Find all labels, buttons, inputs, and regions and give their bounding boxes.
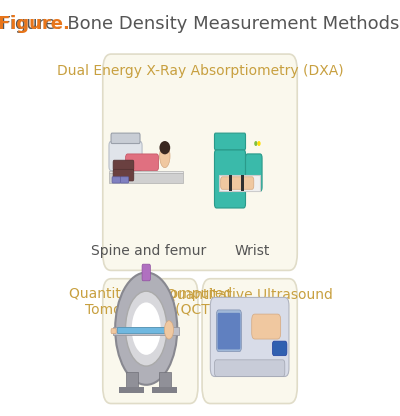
Bar [219, 175, 260, 191]
FancyBboxPatch shape [120, 177, 129, 183]
FancyBboxPatch shape [113, 160, 134, 171]
FancyBboxPatch shape [214, 150, 246, 208]
FancyBboxPatch shape [126, 154, 159, 171]
Bar [152, 387, 177, 393]
FancyBboxPatch shape [216, 310, 241, 352]
Bar [119, 387, 144, 393]
FancyBboxPatch shape [218, 313, 240, 349]
Ellipse shape [160, 144, 170, 168]
FancyBboxPatch shape [246, 154, 262, 191]
Ellipse shape [257, 141, 261, 146]
Bar [159, 372, 171, 389]
FancyBboxPatch shape [214, 133, 246, 150]
Bar [229, 175, 232, 191]
Ellipse shape [115, 272, 177, 385]
FancyBboxPatch shape [202, 279, 297, 404]
Bar [241, 175, 244, 191]
FancyBboxPatch shape [103, 279, 198, 404]
Text: Dual Energy X-Ray Absorptiometry (DXA): Dual Energy X-Ray Absorptiometry (DXA) [57, 64, 343, 79]
FancyBboxPatch shape [103, 54, 297, 270]
FancyBboxPatch shape [252, 314, 281, 339]
Ellipse shape [126, 291, 167, 366]
Text: Quantitative Ultrasound: Quantitative Ultrasound [166, 287, 333, 301]
Ellipse shape [164, 321, 174, 339]
Bar [126, 372, 138, 389]
Text: Wrist: Wrist [234, 244, 270, 258]
FancyBboxPatch shape [112, 177, 120, 183]
FancyBboxPatch shape [272, 341, 287, 356]
FancyBboxPatch shape [210, 297, 289, 376]
Text: Quantitative Computed
Tomography (QCT): Quantitative Computed Tomography (QCT) [69, 287, 232, 317]
Bar [109, 173, 184, 183]
FancyBboxPatch shape [113, 169, 134, 181]
Ellipse shape [160, 141, 170, 154]
Text: Spine and femur: Spine and femur [91, 244, 206, 258]
FancyBboxPatch shape [109, 141, 142, 171]
Bar [113, 327, 179, 335]
FancyBboxPatch shape [142, 264, 150, 281]
Text: < Figure. Bone Density Measurement Methods >: < Figure. Bone Density Measurement Metho… [0, 15, 400, 32]
FancyBboxPatch shape [221, 177, 254, 189]
FancyBboxPatch shape [214, 360, 285, 376]
FancyBboxPatch shape [111, 329, 116, 334]
Ellipse shape [132, 302, 161, 355]
FancyBboxPatch shape [111, 133, 140, 144]
FancyBboxPatch shape [117, 327, 167, 334]
Ellipse shape [254, 141, 258, 146]
Bar [109, 171, 184, 173]
Text: Figure.: Figure. [0, 15, 400, 32]
